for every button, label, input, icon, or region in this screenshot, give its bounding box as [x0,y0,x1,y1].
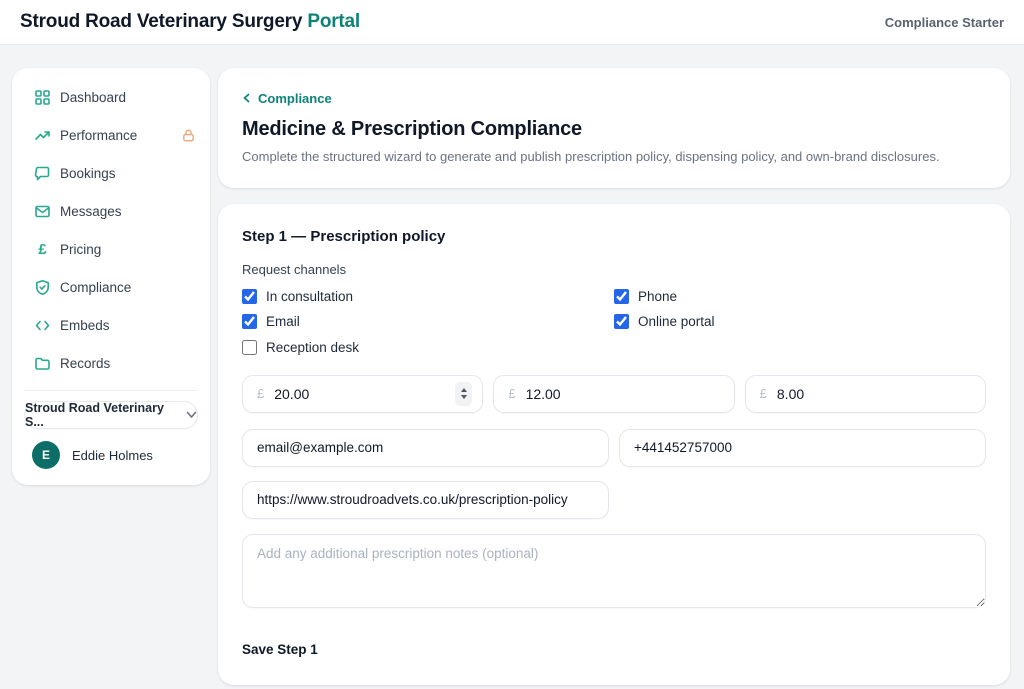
sidebar-item-label: Messages [60,203,122,219]
top-bar: Stroud Road Veterinary Surgery Portal Co… [0,0,1024,45]
notes-textarea[interactable] [242,533,986,608]
checkbox-input[interactable] [242,339,257,355]
step-card: Step 1 — Prescription policy Request cha… [218,204,1010,685]
sidebar-item-label: Performance [60,127,138,143]
sidebar-item-bookings[interactable]: Bookings [12,154,210,192]
checkbox-label: Email [266,314,300,330]
plan-badge: Compliance Starter [884,14,1004,30]
chat-bubble-icon [34,165,51,182]
app-title: Stroud Road Veterinary Surgery Portal [20,11,360,33]
checkbox-input[interactable] [614,314,629,330]
sidebar-item-label: Compliance [60,279,132,295]
price-inputs-row: £ £ £ [242,374,986,413]
chevron-down-icon [186,411,197,419]
currency-prefix: £ [508,386,516,401]
sidebar-item-label: Pricing [60,241,102,257]
price-field-2: £ [493,374,735,413]
number-stepper[interactable] [455,381,473,406]
page-description: Complete the structured wizard to genera… [242,149,940,164]
page-title: Medicine & Prescription Compliance [242,118,582,140]
user-name: Eddie Holmes [72,447,153,463]
sidebar-item-embeds[interactable]: Embeds [12,306,210,344]
save-step-1-button[interactable]: Save Step 1 [242,641,318,657]
price-field-3: £ [744,374,986,413]
sidebar-item-label: Bookings [60,165,116,181]
sidebar-item-label: Embeds [60,317,110,333]
sidebar-item-messages[interactable]: Messages [12,192,210,230]
sidebar-item-records[interactable]: Records [12,344,210,382]
checkbox-input[interactable] [614,288,629,304]
main-area: Compliance Medicine & Prescription Compl… [218,68,1010,685]
checkbox-input[interactable] [242,288,257,304]
clinic-selector[interactable]: Stroud Road Veterinary S... [24,401,198,429]
breadcrumb[interactable]: Compliance [242,91,332,106]
breadcrumb-label: Compliance [258,90,332,106]
sidebar-item-compliance[interactable]: Compliance [12,268,210,306]
user-row[interactable]: E Eddie Holmes [12,429,210,475]
channels-checkbox-grid: In consultation Phone Email Online porta… [242,284,986,360]
checkbox-label: Online portal [638,314,715,330]
folder-icon [34,355,51,372]
email-field[interactable] [242,428,609,467]
checkbox-label: In consultation [266,288,354,304]
sidebar-item-pricing[interactable]: £ Pricing [12,230,210,268]
app-title-text: Stroud Road Veterinary Surgery [20,11,303,32]
checkbox-email[interactable]: Email [242,310,614,335]
checkbox-in-consultation[interactable]: In consultation [242,284,614,309]
policy-url-field[interactable] [242,480,609,519]
checkbox-reception-desk[interactable]: Reception desk [242,335,614,360]
currency-prefix: £ [759,386,767,401]
checkbox-label: Reception desk [266,339,360,355]
step-heading: Step 1 — Prescription policy [242,228,446,245]
lock-icon [181,128,196,143]
app-title-accent: Portal [307,11,360,32]
avatar: E [32,441,60,469]
phone-field[interactable] [619,428,986,467]
checkbox-online-portal[interactable]: Online portal [614,310,986,335]
checkbox-phone[interactable]: Phone [614,284,986,309]
trending-up-icon [34,127,51,144]
price-input-3[interactable] [776,385,975,402]
sidebar-item-performance[interactable]: Performance [12,116,210,154]
sidebar: Dashboard Performance Bookings [12,68,210,485]
sidebar-item-dashboard[interactable]: Dashboard [12,78,210,116]
content-area: Dashboard Performance Bookings [0,45,1024,689]
currency-prefix: £ [257,386,265,401]
price-field-1: £ [242,374,484,413]
url-input-row [242,480,986,519]
request-channels-label: Request channels [242,262,347,277]
contact-inputs-row [242,428,986,467]
chevron-left-icon [242,93,252,103]
clinic-selector-label: Stroud Road Veterinary S... [25,401,164,429]
page-header-card: Compliance Medicine & Prescription Compl… [218,68,1010,188]
notes-row [242,533,986,613]
shield-check-icon [34,279,51,296]
grid-icon [34,89,51,106]
code-icon [34,317,51,334]
checkbox-label: Phone [638,288,678,304]
checkbox-input[interactable] [242,314,257,330]
price-input-1[interactable] [274,385,456,402]
pound-icon: £ [38,240,47,258]
sidebar-item-label: Dashboard [60,89,127,105]
mail-icon [34,203,51,220]
sidebar-item-label: Records [60,355,111,371]
sidebar-divider [24,390,198,391]
price-input-2[interactable] [525,385,724,402]
